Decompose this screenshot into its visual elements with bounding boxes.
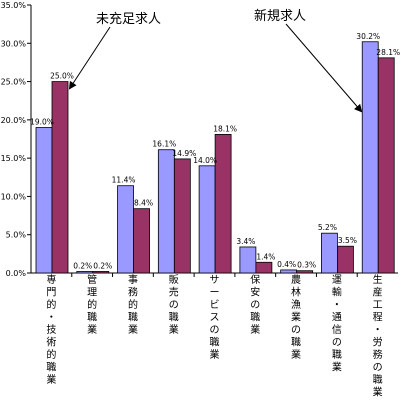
bar-unfilled-8 — [377, 57, 395, 274]
y-tick-label: 25.0% — [1, 78, 27, 87]
category-label-1: 管理的職業 — [87, 273, 97, 336]
data-label-unfilled-7: 3.5% — [338, 236, 357, 245]
bar-unfilled-0 — [51, 81, 69, 274]
category-label-0: 専門的・技術的職業 — [46, 274, 56, 386]
data-label-unfilled-5: 1.4% — [256, 252, 275, 261]
data-label-new-5: 3.4% — [236, 237, 255, 246]
chart-data-labels: 19.0% 0.2% 11.4% 16.1% 14.0% 3.4% 0.4% 5.2% 30.2… — [30, 32, 400, 271]
data-label-new-6: 0.4% — [277, 260, 296, 269]
data-label-unfilled-1: 0.2% — [93, 261, 112, 270]
data-label-new-1: 0.2% — [73, 261, 92, 270]
data-label-new-7: 5.2% — [318, 223, 337, 232]
annotation-new-label: 新規求人 — [254, 8, 306, 24]
data-label-new-8: 30.2% — [356, 32, 380, 41]
data-label-unfilled-8: 28.1% — [376, 48, 400, 57]
y-tick-label: 0.0% — [6, 269, 27, 278]
annotation-unfilled-arrow — [68, 26, 111, 90]
y-tick-label: 20.0% — [1, 116, 27, 125]
bar-unfilled-5 — [255, 261, 273, 274]
category-label-7: 運輸・通信の職業 — [332, 274, 342, 374]
data-label-new-2: 11.4% — [112, 176, 136, 185]
category-label-2: 事務的職業 — [128, 273, 138, 336]
y-tick-label: 15.0% — [1, 154, 27, 163]
bar-new-3 — [157, 149, 175, 274]
bar-new-5 — [239, 246, 257, 274]
category-label-5: 保安の職業 — [250, 273, 260, 336]
data-label-unfilled-4: 18.1% — [213, 124, 237, 133]
category-label-4: サービスの職業 — [210, 274, 220, 361]
category-label-6: 農林漁業の職業 — [291, 273, 301, 361]
annotation-new-arrow — [285, 23, 363, 113]
bar-unfilled-3 — [173, 158, 191, 274]
y-tick-label: 35.0% — [1, 1, 27, 10]
chart-bars — [35, 41, 395, 274]
y-tick-label: 30.0% — [1, 39, 27, 48]
bar-new-8 — [361, 41, 379, 274]
bar-unfilled-4 — [214, 134, 232, 274]
bar-unfilled-2 — [133, 208, 150, 274]
bar-new-1 — [76, 271, 94, 274]
data-label-new-4: 14.0% — [193, 156, 217, 165]
data-label-new-0: 19.0% — [30, 118, 54, 127]
bar-new-7 — [321, 232, 338, 274]
data-label-new-3: 16.1% — [152, 140, 176, 149]
data-label-unfilled-2: 8.4% — [134, 199, 153, 208]
bar-new-4 — [198, 165, 216, 274]
bar-unfilled-7 — [337, 245, 354, 274]
bar-new-0 — [35, 127, 53, 274]
data-label-unfilled-0: 25.0% — [50, 72, 74, 81]
data-label-unfilled-6: 0.3% — [297, 261, 316, 270]
annotation-unfilled-label: 未充足求人 — [96, 11, 161, 27]
category-label-3: 販売の職業 — [169, 274, 179, 336]
bar-new-2 — [117, 185, 134, 274]
bar-unfilled-6 — [296, 270, 314, 274]
category-label-8: 生産工程・労務の職業 — [373, 273, 383, 399]
y-tick-label: 5.0% — [6, 231, 27, 240]
data-label-unfilled-3: 14.9% — [172, 149, 196, 158]
bar-unfilled-1 — [92, 271, 110, 274]
y-tick-label: 10.0% — [1, 192, 27, 201]
bar-new-6 — [280, 269, 298, 274]
chart-category-labels: 専門的・技術的職業 管理的職業 事務的職業 販売の職業 サービスの職業 保安の職業 農林漁業… — [46, 273, 382, 399]
